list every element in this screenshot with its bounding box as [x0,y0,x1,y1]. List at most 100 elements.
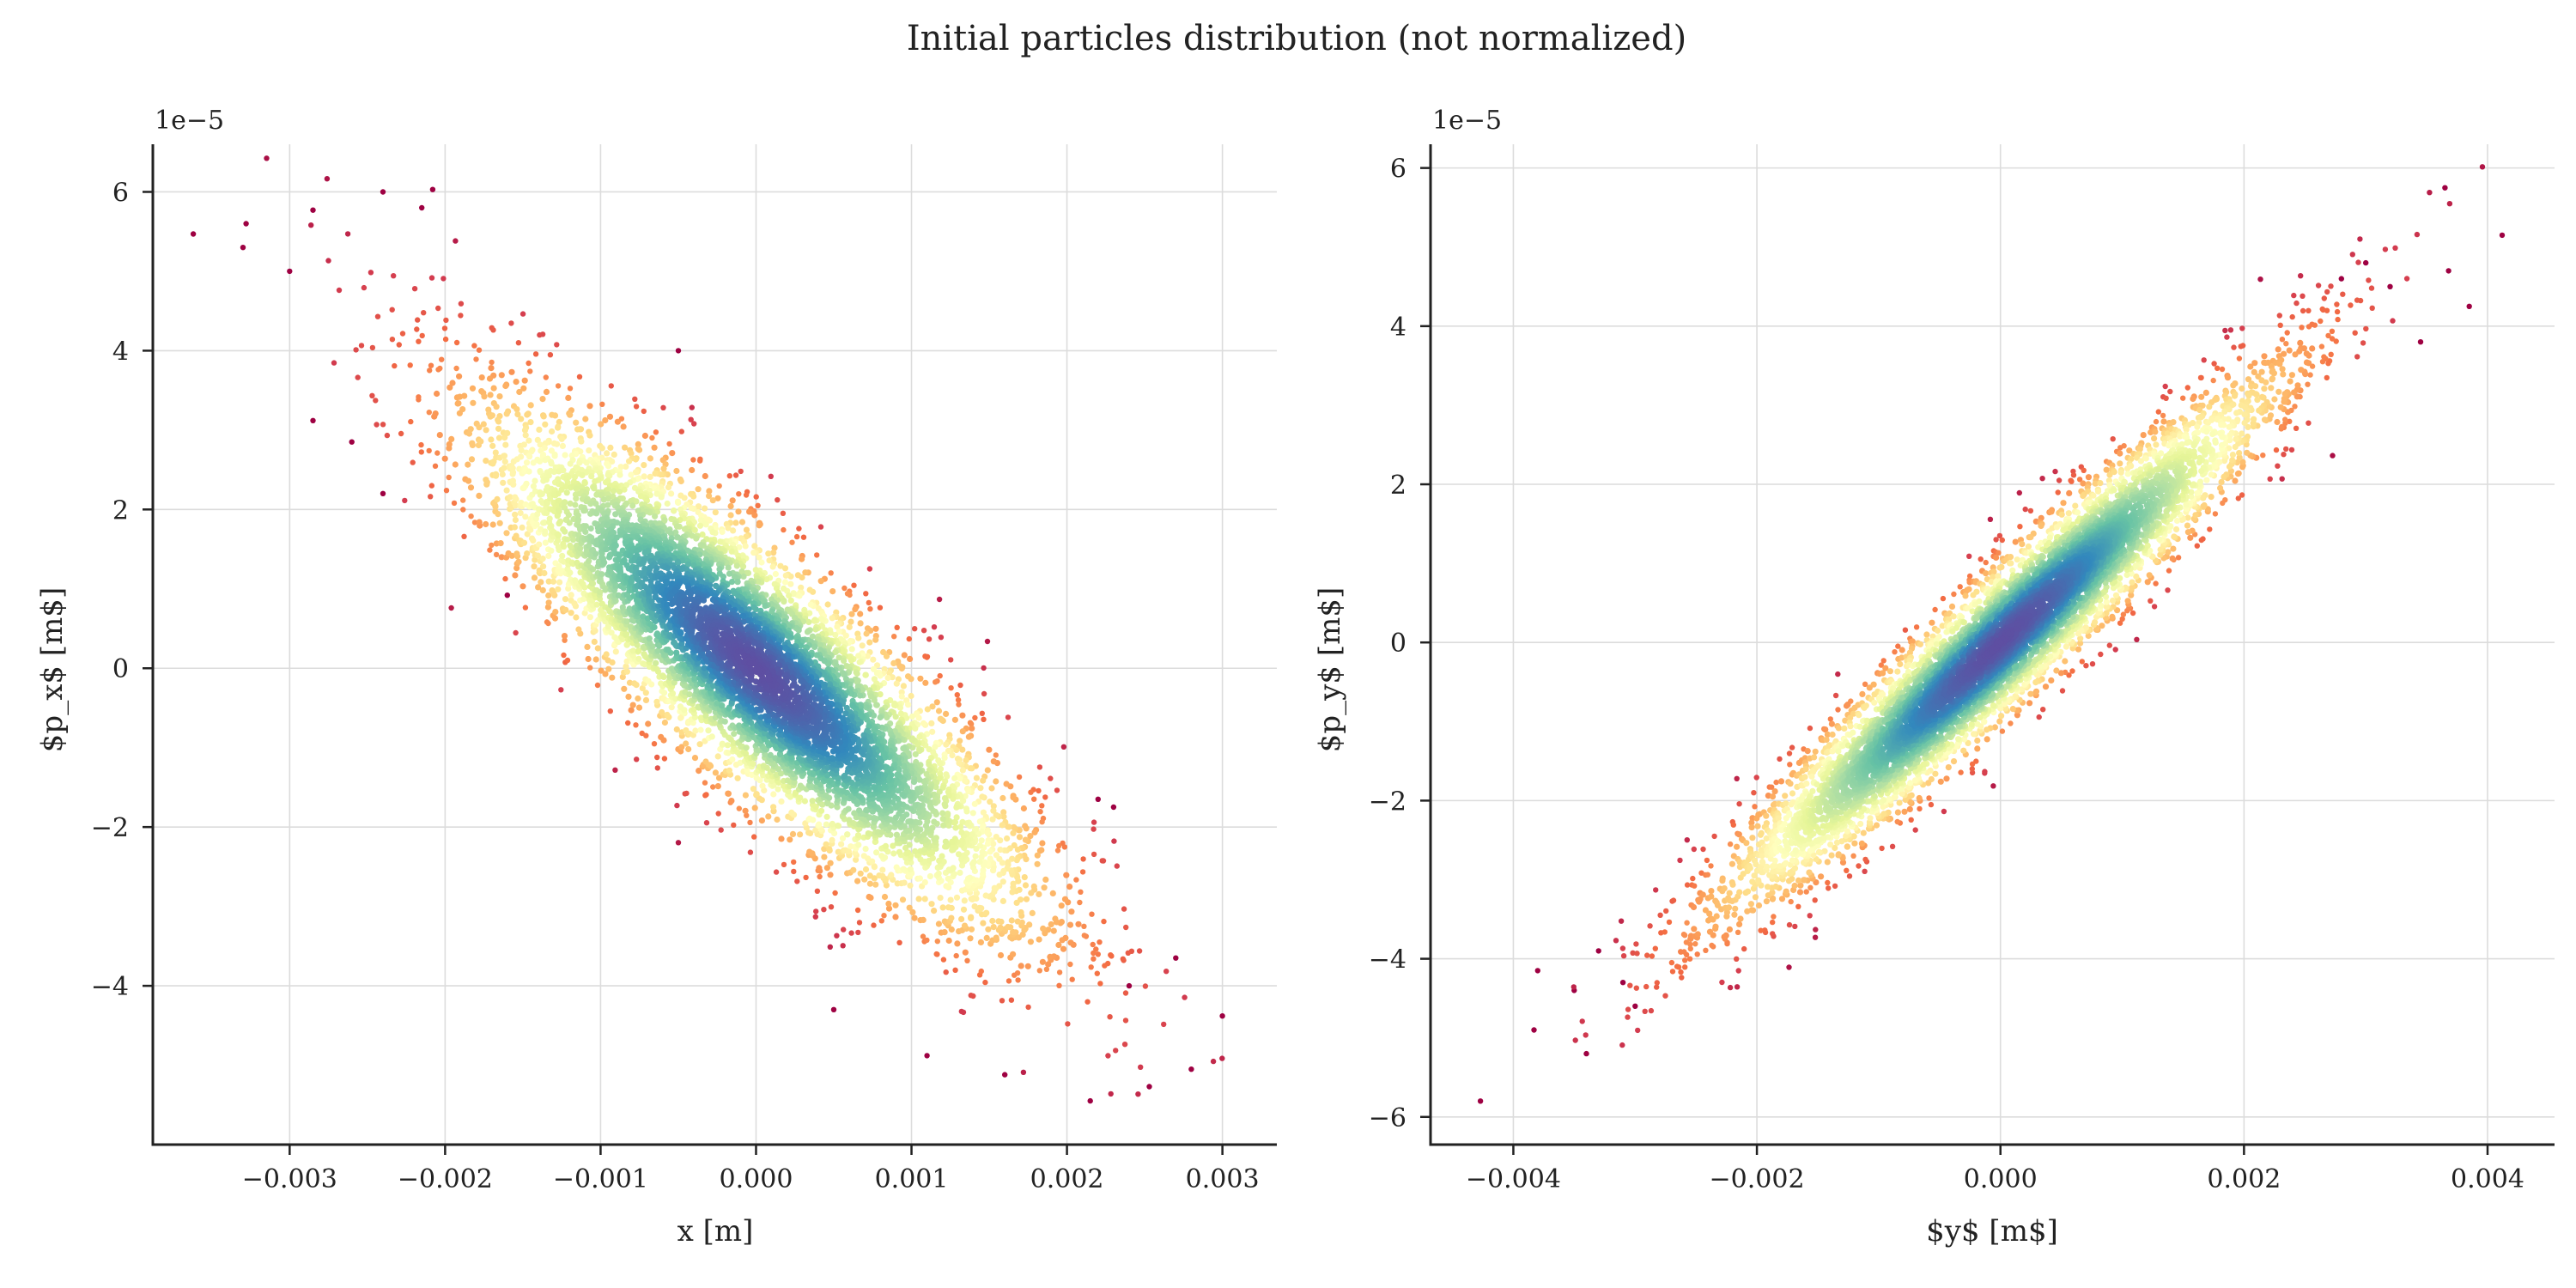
scatter-point [940,822,947,829]
scatter-point [1126,982,1133,989]
scatter-point [467,484,475,491]
scatter-point [310,417,316,423]
scatter-point [451,500,458,507]
scatter-point [519,311,526,317]
scatter-point [810,817,817,823]
scatter-point [555,586,562,592]
scatter-point [1021,874,1028,881]
scatter-point [1054,787,1060,793]
scatter-point [556,579,563,586]
scatter-point [661,756,668,762]
scatter-point [432,410,439,417]
scatter-point [1163,969,1170,975]
scatter-point [696,522,704,529]
scatter-point [973,845,980,853]
scatter-point [749,771,756,779]
scatter-point [758,797,765,804]
scatter-point [984,767,991,774]
scatter-point [512,572,519,579]
scatter-point [692,727,699,734]
scatter-point [935,708,943,714]
scatter-point [920,933,927,939]
scatter-point [938,635,945,641]
scatter-point [1188,1066,1194,1072]
scatter-point [774,816,781,823]
scatter-point [989,816,996,823]
scatter-point [598,571,605,578]
scatter-point [389,307,395,313]
scatter-point [1013,899,1020,906]
scatter-point [392,362,398,369]
scatter-point [633,404,640,410]
scatter-point [728,548,735,555]
scatter-point [794,572,802,579]
scatter-point [932,744,939,750]
scatter-point [1010,928,1017,935]
scatter-point [1023,825,1030,832]
scatter-point [891,702,898,708]
scatter-point [577,545,584,552]
scatter-point [1079,869,1086,875]
scatter-point [461,392,468,399]
scatter-point [867,693,875,700]
scatter-point [937,895,944,902]
scatter-point [732,519,739,526]
scatter-point [593,510,600,517]
scatter-point [599,401,605,407]
scatter-point [1058,902,1065,909]
scatter-point [978,837,985,844]
scatter-point [999,878,1006,885]
scatter-point [504,592,510,598]
scatter-point [941,795,949,802]
scatter-point [540,563,547,570]
scatter-point [758,817,766,824]
scatter-point [560,467,567,474]
scatter-point [871,815,878,822]
scatter-point [1027,939,1034,945]
scatter-point [492,471,500,477]
scatter-point [658,733,665,741]
scatter-point [418,441,424,448]
scatter-point [1066,921,1074,928]
scatter-point [880,648,887,656]
scatter-point [804,629,811,635]
scatter-point [727,502,734,510]
scatter-point [518,416,525,422]
scatter-point [538,579,544,586]
scatter-point [675,840,682,846]
scatter-point [654,754,660,761]
scatter-point [550,578,557,585]
scatter-point [526,453,533,460]
scatter-point [958,829,965,836]
scatter-point [772,570,780,578]
scatter-point [419,332,425,339]
scatter-point [976,859,983,866]
scatter-point [809,798,816,805]
scatter-point [877,605,884,611]
scatter-point [987,848,993,855]
scatter-point [567,386,574,392]
scatter-point [581,507,589,514]
scatter-point [1219,1055,1225,1061]
scatter-point [586,614,594,621]
scatter-point [681,495,688,501]
scatter-point [951,716,958,723]
scatter-point [945,937,952,945]
scatter-point [504,429,511,436]
scatter-point [789,830,797,838]
scatter-point [567,460,574,467]
scatter-point [706,493,713,500]
scatter-point [800,534,807,540]
scatter-point [963,808,970,815]
scatter-point [673,649,680,656]
scatter-point [1039,819,1045,825]
scatter-point [598,445,605,452]
scatter-point [554,342,560,348]
scatter-point [931,624,938,630]
scatter-point [977,939,984,945]
scatter-point [1039,840,1046,847]
scatter-point [447,384,453,391]
scatter-point [607,444,614,452]
scatter-point [635,440,641,448]
scatter-point [829,615,835,622]
